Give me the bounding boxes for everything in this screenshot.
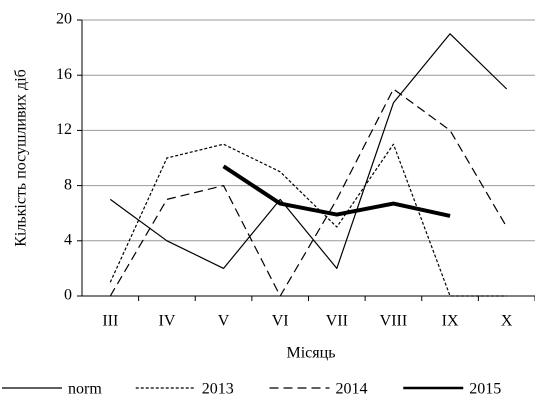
x-tick-label: III	[102, 313, 118, 330]
legend-label: 2013	[202, 381, 234, 398]
x-tick-label: VIII	[380, 313, 408, 330]
x-tick-label: V	[218, 313, 230, 330]
y-tick-label: 12	[56, 121, 72, 138]
series-line	[109, 33, 508, 269]
x-tick-label: IX	[442, 313, 459, 330]
series-line	[222, 164, 451, 218]
series-line	[109, 143, 507, 297]
y-tick-label: 4	[64, 231, 72, 248]
series-line	[109, 88, 508, 297]
legend-label: 2015	[469, 381, 501, 398]
y-axis-label: Кількість посушливих діб	[13, 69, 30, 247]
legend-label: norm	[68, 381, 102, 398]
x-tick-label: VI	[272, 313, 289, 330]
y-tick-label: 16	[56, 66, 72, 83]
y-tick-label: 8	[64, 176, 72, 193]
x-tick-label: X	[501, 313, 513, 330]
legend-label: 2014	[336, 381, 368, 398]
x-axis-label: Місяць	[287, 345, 336, 362]
y-tick-label: 20	[56, 11, 72, 28]
x-tick-label: IV	[158, 313, 175, 330]
x-tick-label: VII	[326, 313, 348, 330]
y-tick-label: 0	[64, 287, 72, 304]
